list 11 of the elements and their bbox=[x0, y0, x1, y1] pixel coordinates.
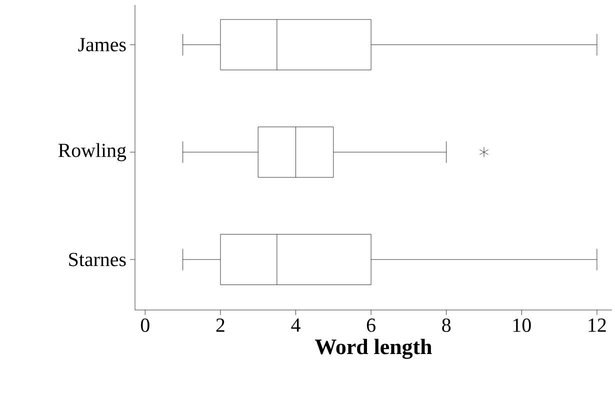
x-tick-label: 12 bbox=[588, 318, 606, 332]
y-tick-label: James bbox=[78, 38, 126, 52]
x-tick-label: 8 bbox=[442, 318, 451, 332]
x-tick-label: 0 bbox=[140, 318, 150, 332]
x-tick-label: 6 bbox=[366, 318, 376, 332]
y-tick-label: Starnes bbox=[69, 252, 126, 266]
x-tick-label: 10 bbox=[513, 318, 531, 332]
x-tick-label: 4 bbox=[291, 318, 300, 332]
y-tick-label: Rowling bbox=[58, 143, 126, 162]
x-tick-label: 2 bbox=[216, 318, 224, 332]
x-axis-title: Word length bbox=[315, 338, 432, 359]
